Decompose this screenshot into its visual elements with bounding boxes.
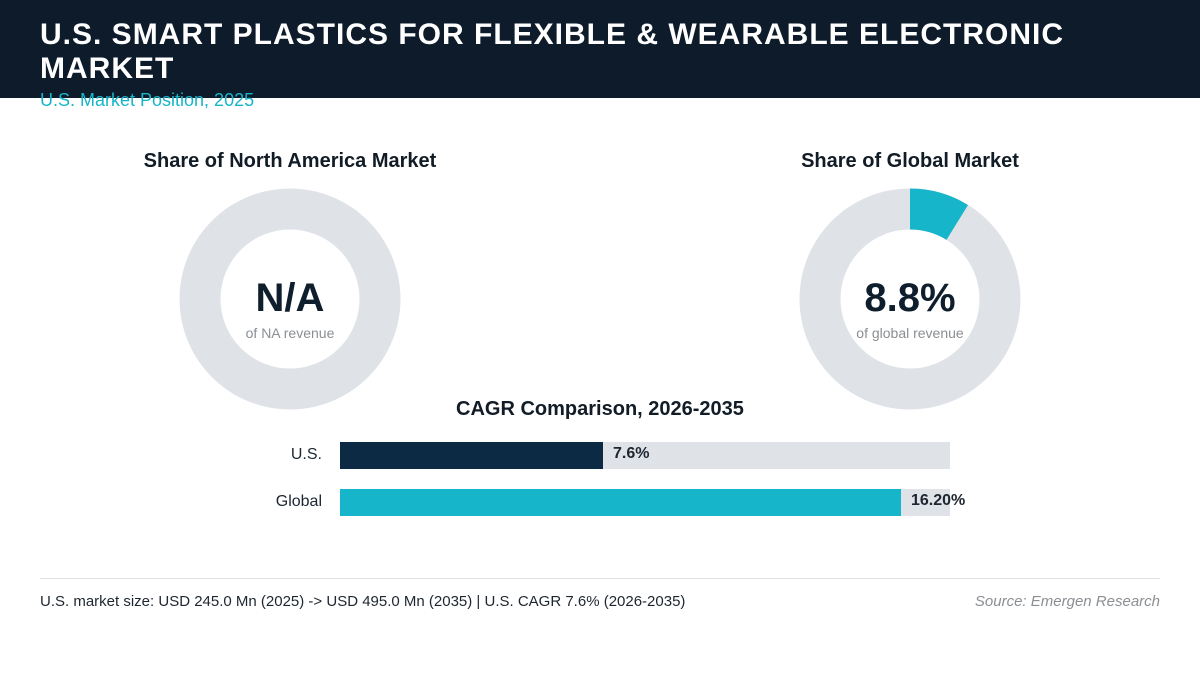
page-subtitle: U.S. Market Position, 2025 [40, 90, 255, 110]
na-donut-track [179, 188, 401, 410]
bar-us [340, 442, 603, 469]
bar-label-global: Global [275, 493, 322, 510]
na-share-title: Share of North America Market [143, 150, 437, 172]
global-share-caption: of global revenue [856, 325, 964, 341]
global-share-title: Share of Global Market [801, 150, 1019, 172]
na-share-caption: of NA revenue [245, 325, 335, 341]
global-donut-slice [909, 188, 969, 241]
bar-value-global: 16.20% [911, 492, 966, 509]
footer-divider [40, 578, 1160, 579]
bar-track-us [340, 442, 950, 469]
bar-track-global [340, 489, 950, 516]
page-title: U.S. SMART PLASTICS FOR FLEXIBLE & WEARA… [40, 18, 1065, 85]
source-credit: Source: Emergen Research [974, 593, 1160, 610]
na-share-value: N/A [255, 276, 325, 320]
global-share-value: 8.8% [864, 276, 956, 320]
footer-note: U.S. market size: USD 245.0 Mn (2025) ->… [40, 593, 686, 610]
na-share-donut [179, 188, 401, 410]
bar-global [340, 489, 901, 516]
global-share-donut [799, 188, 1021, 410]
bar-value-us: 7.6% [613, 445, 650, 462]
header-banner [0, 0, 1200, 98]
bar-label-us: U.S. [290, 446, 322, 463]
cagr-chart-title: CAGR Comparison, 2026-2035 [456, 398, 744, 420]
